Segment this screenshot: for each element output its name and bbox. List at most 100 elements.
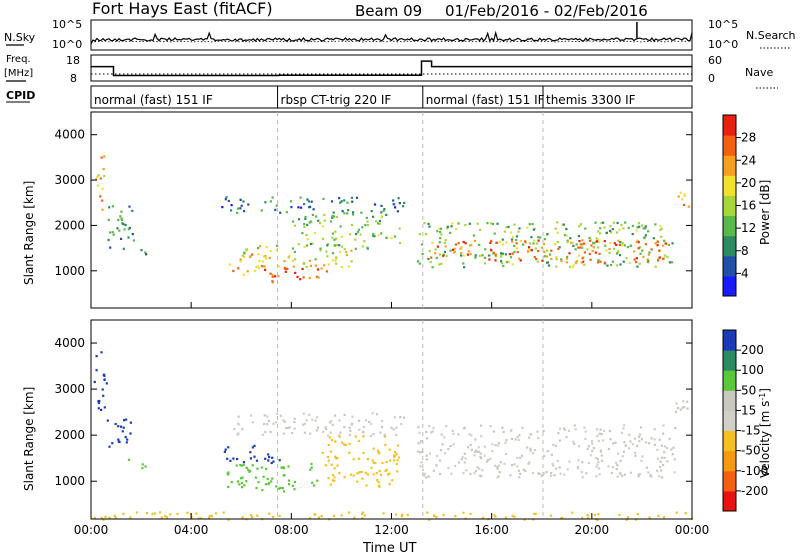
scatter-cell [378,469,381,472]
scatter-cell [226,472,229,475]
scatter-cell [505,226,508,229]
scatter-cell [647,253,650,256]
scatter-cell [316,426,320,429]
scatter-cell [144,465,147,468]
scatter-cell [327,459,330,462]
scatter-cell [587,445,591,448]
scatter-cell [481,469,484,472]
scatter-cell [267,419,270,423]
scatter-cell [441,443,444,446]
scatter-cell [235,464,238,467]
scatter-cell [579,246,582,249]
scatter-cell [516,456,519,459]
scatter-cell [527,462,530,465]
scatter-cell [242,461,245,464]
scatter-cell [381,461,384,465]
scatter-cell [425,430,428,434]
scatter-cell [302,262,305,265]
scatter-cell [338,419,341,422]
scatter-cell [582,260,585,263]
velocity-colorbar-segment [723,330,736,351]
scatter-cell [327,434,330,437]
scatter-cell [239,464,242,467]
scatter-cell [431,430,434,433]
scatter-cell [572,440,575,443]
scatter-cell [240,464,243,467]
scatter-cell [321,237,324,240]
scatter-cell [612,465,615,469]
scatter-cell [439,237,442,240]
scatter-cell [215,512,218,515]
scatter-cell [484,248,487,251]
scatter-cell [335,237,338,240]
scatter-cell [286,267,289,270]
scatter-cell [306,223,309,226]
scatter-cell [674,427,677,430]
scatter-cell [489,222,493,225]
scatter-cell [431,241,434,244]
scatter-cell [659,225,662,228]
scatter-cell [586,447,589,450]
scatter-cell [265,245,268,249]
scatter-cell [364,223,367,227]
scatter-cell [617,250,620,253]
scatter-cell [576,467,580,470]
scatter-cell [141,467,144,470]
scatter-cell [322,197,325,200]
scatter-cell [282,490,286,493]
scatter-cell [342,443,346,446]
scatter-cell [279,414,282,417]
scatter-cell [317,516,321,519]
scatter-cell [636,265,639,268]
scatter-cell [634,454,637,457]
scatter-cell [264,457,267,460]
scatter-cell [398,227,401,230]
scatter-cell [127,236,130,239]
scatter-cell [285,427,288,430]
cpid-segment-label: themis 3300 IF [546,93,636,107]
scatter-cell [123,419,126,422]
scatter-cell [271,275,274,278]
scatter-cell [450,472,453,475]
scatter-cell [351,422,354,425]
scatter-cell [476,466,479,469]
scatter-cell [267,453,270,456]
scatter-cell [657,514,660,517]
scatter-cell [633,250,636,253]
y-tick-label: 2000 [54,218,85,232]
scatter-cell [617,452,620,455]
scatter-cell [281,487,284,490]
scatter-cell [647,230,650,233]
scatter-cell [257,481,260,484]
scatter-cell [269,272,272,275]
power-colorbar-tick-label: 16 [741,199,756,213]
scatter-cell [507,225,510,229]
scatter-cell [592,241,595,244]
scatter-cell [399,416,402,419]
power-colorbar-segment [723,115,736,136]
scatter-cell [499,240,502,243]
scatter-cell [637,222,641,225]
scatter-cell [343,426,346,429]
scatter-cell [101,388,104,391]
scatter-cell [397,197,400,200]
scatter-cell [638,435,641,438]
scatter-cell [326,255,329,258]
scatter-cell [391,479,394,482]
velocity-colorbar-frame [722,329,737,512]
scatter-cell [357,439,360,442]
scatter-cell [305,419,308,422]
scatter-cell [436,454,439,457]
scatter-cell [505,241,508,244]
y-tick-label: 2000 [54,428,85,442]
scatter-cell [272,515,275,518]
scatter-cell [491,443,494,446]
scatter-cell [595,237,598,240]
scatter-cell [331,423,334,426]
scatter-cell [370,466,373,469]
scatter-cell [599,260,602,263]
scatter-cell [594,221,597,224]
velocity-colorbar-segment [723,450,736,472]
scatter-cell [277,487,280,490]
scatter-cell [327,263,330,266]
